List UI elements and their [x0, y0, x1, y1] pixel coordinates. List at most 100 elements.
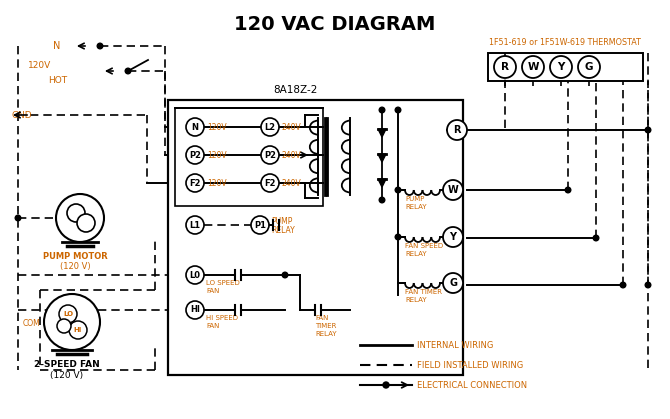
- Text: Y: Y: [450, 232, 456, 242]
- Text: INTERNAL WIRING: INTERNAL WIRING: [417, 341, 493, 349]
- Circle shape: [97, 43, 103, 49]
- Text: G: G: [449, 278, 457, 288]
- Text: FIELD INSTALLED WIRING: FIELD INSTALLED WIRING: [417, 360, 523, 370]
- Text: 2-SPEED FAN: 2-SPEED FAN: [34, 360, 100, 369]
- Circle shape: [56, 194, 104, 242]
- Text: P2: P2: [264, 150, 276, 160]
- Text: FAN SPEED: FAN SPEED: [405, 243, 443, 249]
- Text: HOT: HOT: [48, 75, 67, 85]
- Circle shape: [186, 146, 204, 164]
- Circle shape: [261, 146, 279, 164]
- Circle shape: [645, 127, 651, 133]
- Circle shape: [186, 216, 204, 234]
- Text: R: R: [501, 62, 509, 72]
- Text: R: R: [453, 125, 461, 135]
- Circle shape: [522, 56, 544, 78]
- Text: W: W: [448, 185, 458, 195]
- Text: 120V: 120V: [28, 60, 51, 70]
- Text: PUMP: PUMP: [271, 217, 292, 225]
- Circle shape: [261, 174, 279, 192]
- Text: LO SPEED: LO SPEED: [206, 280, 240, 286]
- Circle shape: [578, 56, 600, 78]
- Text: (120 V): (120 V): [50, 371, 84, 380]
- Text: COM: COM: [22, 318, 40, 328]
- Circle shape: [186, 118, 204, 136]
- Text: Y: Y: [557, 62, 565, 72]
- Circle shape: [565, 187, 571, 193]
- Text: HI SPEED: HI SPEED: [206, 315, 238, 321]
- Text: 120V: 120V: [207, 178, 226, 187]
- Circle shape: [57, 319, 71, 333]
- Circle shape: [282, 272, 288, 278]
- Text: ELECTRICAL CONNECTION: ELECTRICAL CONNECTION: [417, 380, 527, 390]
- Circle shape: [379, 107, 385, 113]
- Circle shape: [620, 282, 626, 288]
- Text: GND: GND: [12, 111, 33, 119]
- Text: G: G: [585, 62, 593, 72]
- Text: RELAY: RELAY: [405, 297, 427, 303]
- Circle shape: [186, 174, 204, 192]
- Circle shape: [443, 273, 463, 293]
- Text: P1: P1: [254, 220, 266, 230]
- Text: PUMP MOTOR: PUMP MOTOR: [43, 252, 107, 261]
- Circle shape: [447, 120, 467, 140]
- Text: F2: F2: [264, 178, 276, 187]
- Text: FAN TIMER: FAN TIMER: [405, 289, 442, 295]
- Text: L1: L1: [190, 220, 200, 230]
- Text: FAN: FAN: [315, 315, 328, 321]
- Polygon shape: [378, 154, 386, 162]
- Text: HI: HI: [74, 327, 82, 333]
- Circle shape: [494, 56, 516, 78]
- Text: TIMER: TIMER: [315, 323, 336, 329]
- Text: FAN: FAN: [206, 288, 219, 294]
- Circle shape: [186, 301, 204, 319]
- Text: L0: L0: [190, 271, 200, 279]
- Text: W: W: [527, 62, 539, 72]
- Bar: [175, 108, 323, 206]
- Text: 1F51-619 or 1F51W-619 THERMOSTAT: 1F51-619 or 1F51W-619 THERMOSTAT: [489, 38, 641, 47]
- Text: FAN: FAN: [206, 323, 219, 329]
- Circle shape: [251, 216, 269, 234]
- Text: 240V: 240V: [282, 122, 302, 132]
- Circle shape: [69, 321, 87, 339]
- Circle shape: [550, 56, 572, 78]
- Circle shape: [186, 266, 204, 284]
- Circle shape: [44, 294, 100, 350]
- Text: 8A18Z-2: 8A18Z-2: [273, 85, 318, 95]
- Circle shape: [395, 107, 401, 113]
- Circle shape: [59, 305, 77, 323]
- Text: 240V: 240V: [282, 150, 302, 160]
- Text: HI: HI: [190, 305, 200, 315]
- Circle shape: [383, 382, 389, 388]
- Bar: [168, 100, 463, 375]
- Text: N: N: [54, 41, 61, 51]
- Circle shape: [443, 180, 463, 200]
- Text: 120 VAC DIAGRAM: 120 VAC DIAGRAM: [234, 15, 436, 34]
- Circle shape: [395, 187, 401, 193]
- Text: 120V: 120V: [207, 122, 226, 132]
- Text: N: N: [192, 122, 198, 132]
- Circle shape: [443, 227, 463, 247]
- Circle shape: [77, 214, 95, 232]
- Circle shape: [379, 197, 385, 203]
- Text: (120 V): (120 V): [60, 262, 90, 271]
- Circle shape: [395, 234, 401, 240]
- Circle shape: [67, 204, 85, 222]
- Text: RELAY: RELAY: [405, 251, 427, 257]
- Text: L2: L2: [265, 122, 275, 132]
- Bar: [488, 53, 643, 81]
- Text: RELAY: RELAY: [271, 225, 295, 235]
- Circle shape: [261, 118, 279, 136]
- Polygon shape: [378, 179, 386, 187]
- Text: 120V: 120V: [207, 150, 226, 160]
- Text: F2: F2: [189, 178, 201, 187]
- Circle shape: [125, 68, 131, 74]
- Circle shape: [15, 215, 21, 221]
- Text: P2: P2: [189, 150, 201, 160]
- Text: 240V: 240V: [282, 178, 302, 187]
- Circle shape: [593, 235, 599, 241]
- Text: LO: LO: [63, 311, 73, 317]
- Text: PUMP: PUMP: [405, 196, 424, 202]
- Polygon shape: [378, 129, 386, 137]
- Text: RELAY: RELAY: [405, 204, 427, 210]
